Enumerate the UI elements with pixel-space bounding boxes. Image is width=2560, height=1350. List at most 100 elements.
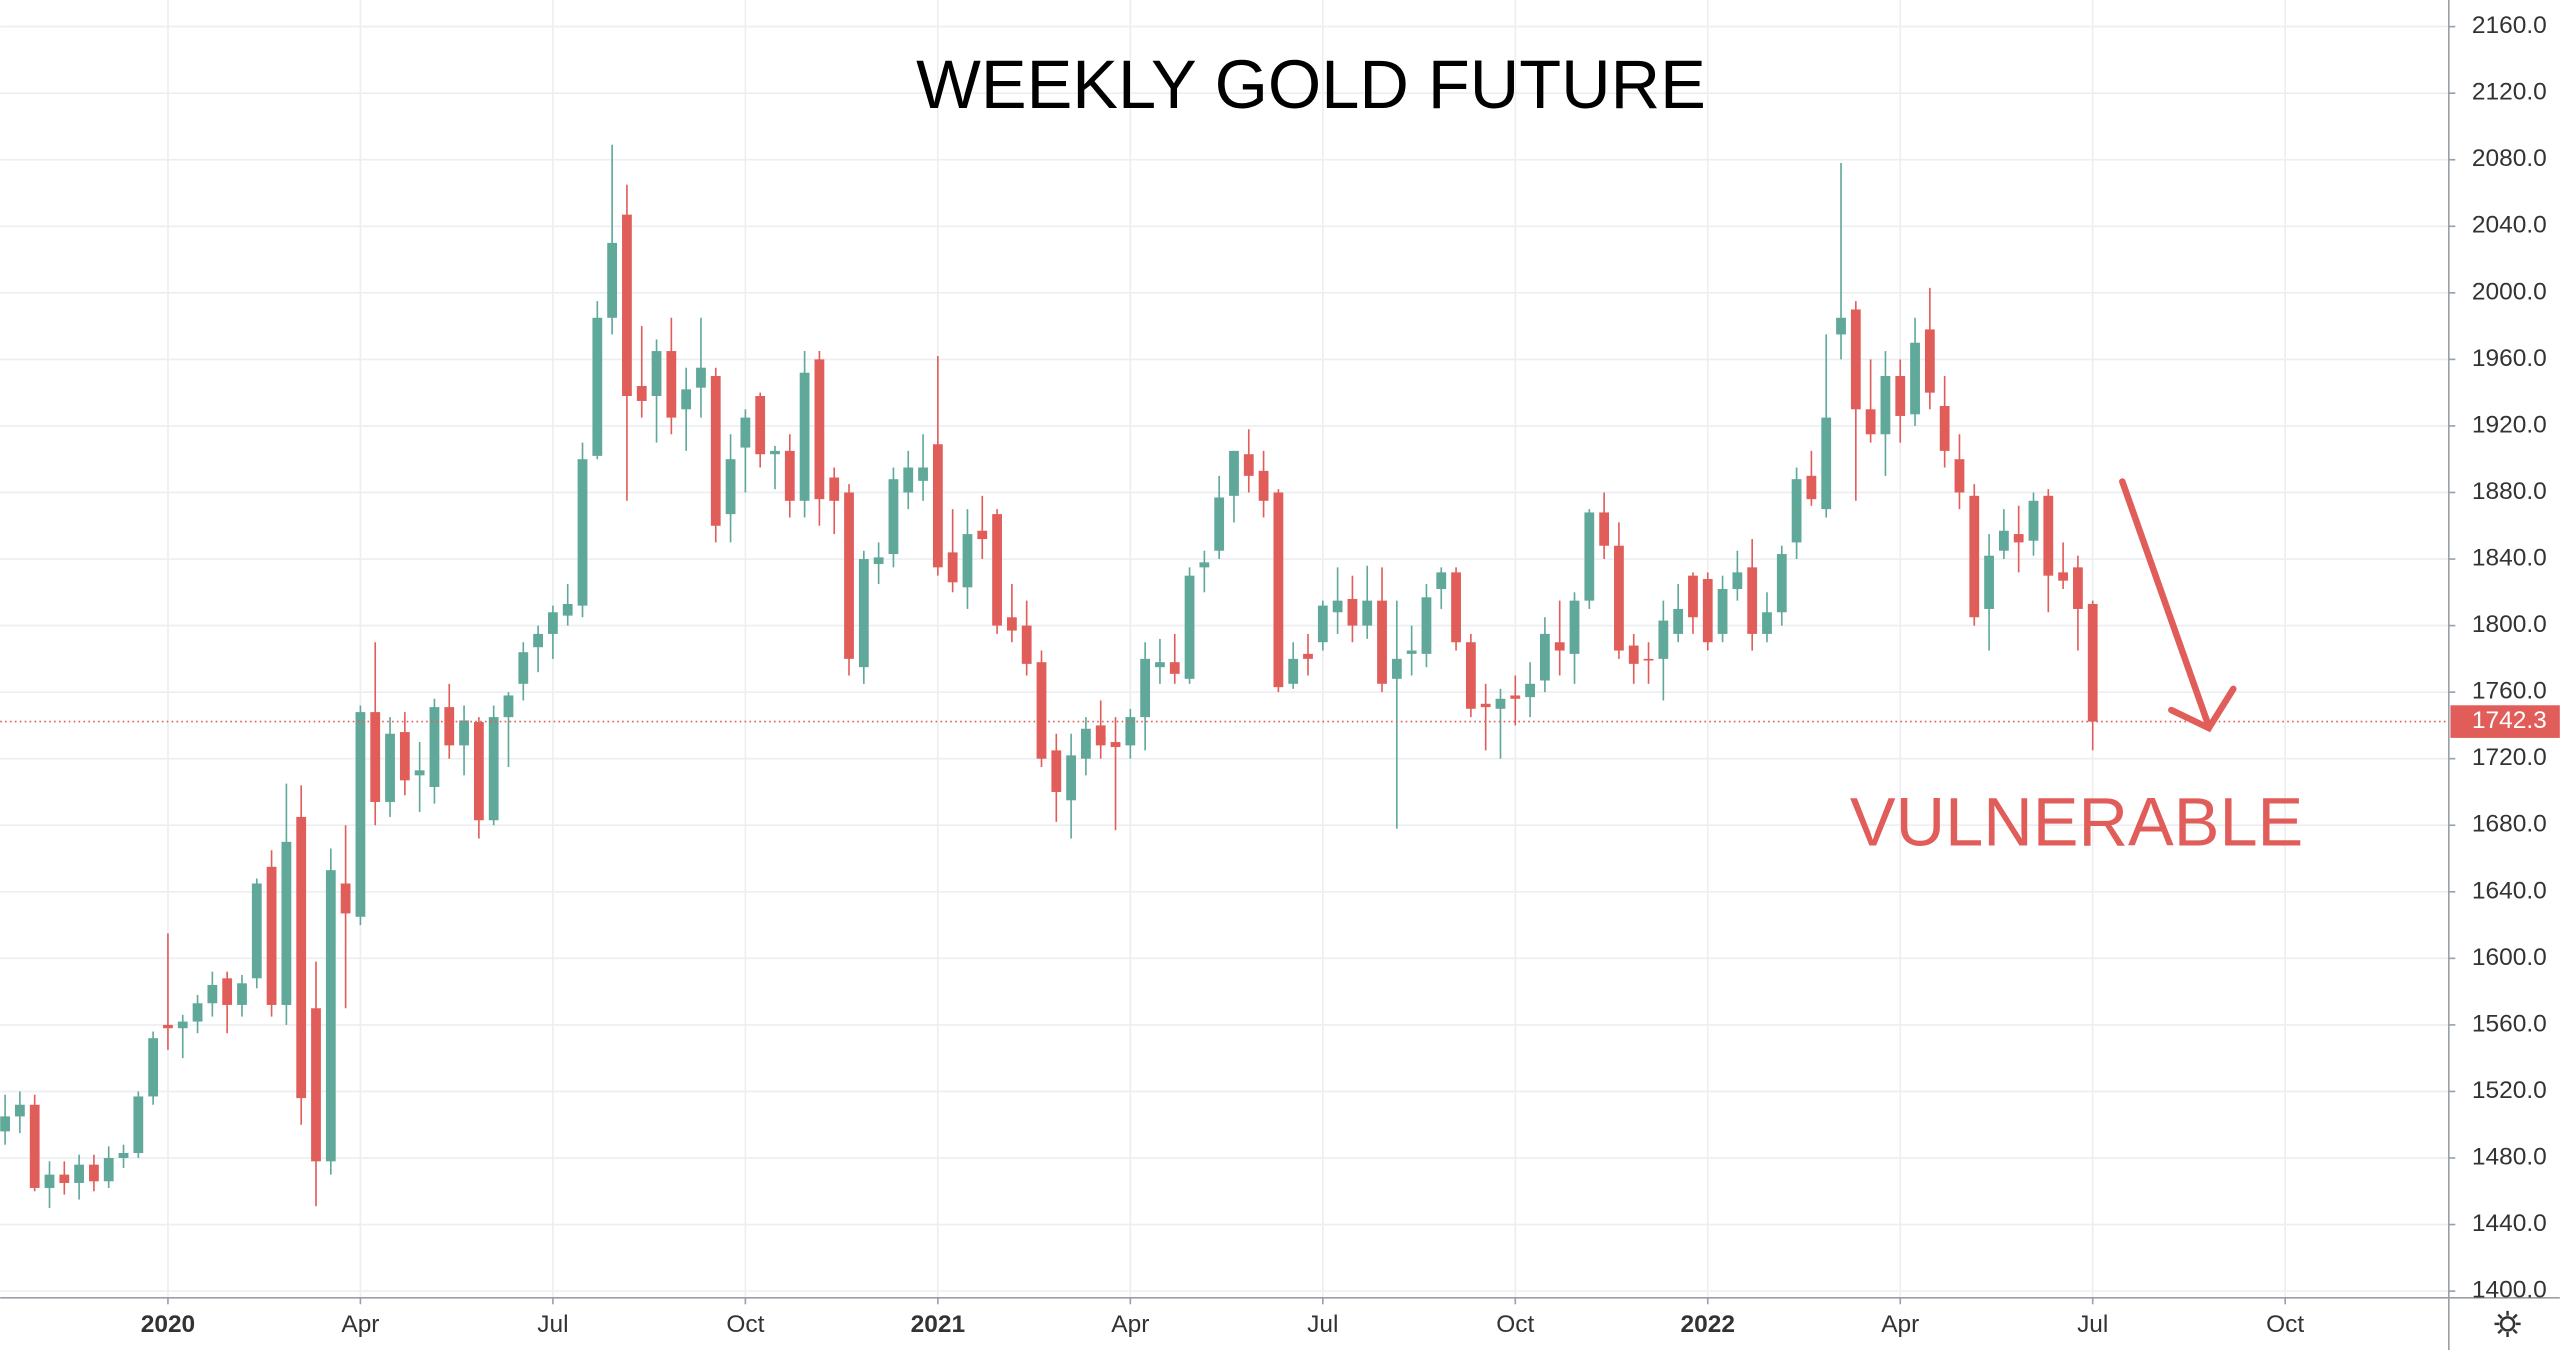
candle-body	[1954, 459, 1965, 493]
candle-body	[725, 459, 736, 515]
x-tick-label: Apr	[1111, 1311, 1149, 1338]
candle-body	[784, 450, 795, 501]
y-tick-label: 2000.0	[2472, 278, 2547, 305]
x-tick-label: Jul	[2077, 1311, 2108, 1338]
candle-body	[370, 712, 381, 802]
candle-body	[44, 1174, 55, 1188]
candle-body	[459, 720, 469, 746]
candle-body	[710, 376, 721, 526]
candle-body	[503, 695, 514, 718]
y-tick-label: 2040.0	[2472, 212, 2547, 239]
candle-body	[1732, 572, 1743, 589]
candle-body	[814, 359, 825, 500]
candle-body	[962, 534, 973, 588]
candle-body	[2013, 534, 2024, 543]
candle-body	[1317, 605, 1328, 643]
x-tick-label: Jul	[1307, 1311, 1338, 1338]
candles	[0, 144, 2098, 1208]
candle-body	[29, 1104, 40, 1188]
candle-body	[163, 1024, 173, 1029]
candle-body	[1436, 572, 1447, 589]
candle-body	[1895, 376, 1906, 416]
candle-body	[385, 733, 395, 802]
candle-body	[533, 633, 543, 648]
candle-body	[89, 1164, 99, 1182]
candle-body	[1066, 755, 1077, 801]
grid	[0, 0, 2449, 1298]
candle-body	[399, 732, 410, 781]
candle-body	[1036, 662, 1047, 759]
candle-body	[1451, 572, 1461, 643]
y-tick-label: 1400.0	[2472, 1277, 2547, 1304]
candle-body	[622, 214, 632, 396]
x-tick-label: 2020	[141, 1311, 195, 1338]
candle-body	[636, 386, 647, 401]
candle-body	[444, 707, 455, 746]
x-tick-label: 2021	[911, 1311, 965, 1338]
candle-body	[1258, 470, 1269, 501]
candle-body	[251, 883, 262, 979]
candle-body	[14, 1104, 25, 1117]
candle-body	[1762, 612, 1772, 634]
candle-body	[1288, 658, 1299, 684]
candle-body	[1391, 658, 1402, 679]
candle-body	[118, 1153, 129, 1159]
y-tick-label: 1480.0	[2472, 1143, 2547, 1170]
candle-body	[1969, 495, 1980, 618]
candle-body	[1406, 650, 1417, 654]
candle-body	[2073, 567, 2083, 609]
candle-body	[177, 1021, 188, 1029]
candle-body	[1673, 608, 1684, 634]
y-tick-label: 1440.0	[2472, 1210, 2547, 1237]
y-tick-label: 1600.0	[2472, 944, 2547, 971]
candle-body	[1628, 645, 1639, 664]
y-tick-label: 1720.0	[2472, 744, 2547, 771]
candle-body	[1199, 562, 1210, 568]
y-tick-label: 1640.0	[2472, 877, 2547, 904]
x-tick-label: Apr	[341, 1311, 379, 1338]
candle-body	[651, 351, 662, 396]
x-tick-label: Oct	[1496, 1311, 1534, 1338]
y-tick-label: 2120.0	[2472, 79, 2547, 106]
candle-body	[548, 612, 558, 634]
y-tick-label: 1840.0	[2472, 545, 2547, 572]
candle-body	[992, 514, 1002, 626]
candle-body	[1865, 409, 1876, 435]
candle-body	[414, 770, 425, 776]
candle-body	[1465, 642, 1476, 709]
candle-body	[1791, 479, 1802, 543]
candle-body	[1702, 579, 1713, 643]
candle-body	[1495, 698, 1506, 709]
candle-body	[1125, 717, 1136, 746]
candle-body	[1140, 658, 1151, 718]
candle-body	[947, 552, 958, 583]
candle-body	[1110, 742, 1121, 748]
settings-icon[interactable]	[2494, 1310, 2521, 1337]
candle-body	[355, 712, 366, 917]
candle-body	[1688, 575, 1698, 618]
candle-body	[1021, 625, 1032, 664]
candle-body	[1273, 492, 1284, 688]
candle-body	[74, 1164, 85, 1183]
candle-body	[696, 367, 706, 388]
candle-body	[577, 459, 588, 606]
y-tick-label: 1680.0	[2472, 811, 2547, 838]
candle-body	[340, 883, 351, 914]
x-tick-label: Apr	[1881, 1311, 1919, 1338]
candle-body	[311, 1008, 321, 1162]
candle-body	[1910, 342, 1920, 415]
y-tick-label: 1880.0	[2472, 478, 2547, 505]
candle-body	[1184, 575, 1195, 679]
candle-body	[2043, 495, 2054, 576]
candle-body	[207, 984, 218, 1004]
candle-body	[488, 717, 499, 821]
x-tick-label: Jul	[537, 1311, 568, 1338]
candle-body	[1540, 633, 1550, 681]
y-tick-label: 1520.0	[2472, 1077, 2547, 1104]
candle-body	[281, 841, 292, 1005]
candle-body	[1081, 728, 1091, 759]
candle-body	[1939, 405, 1950, 451]
candle-body	[1525, 683, 1535, 698]
